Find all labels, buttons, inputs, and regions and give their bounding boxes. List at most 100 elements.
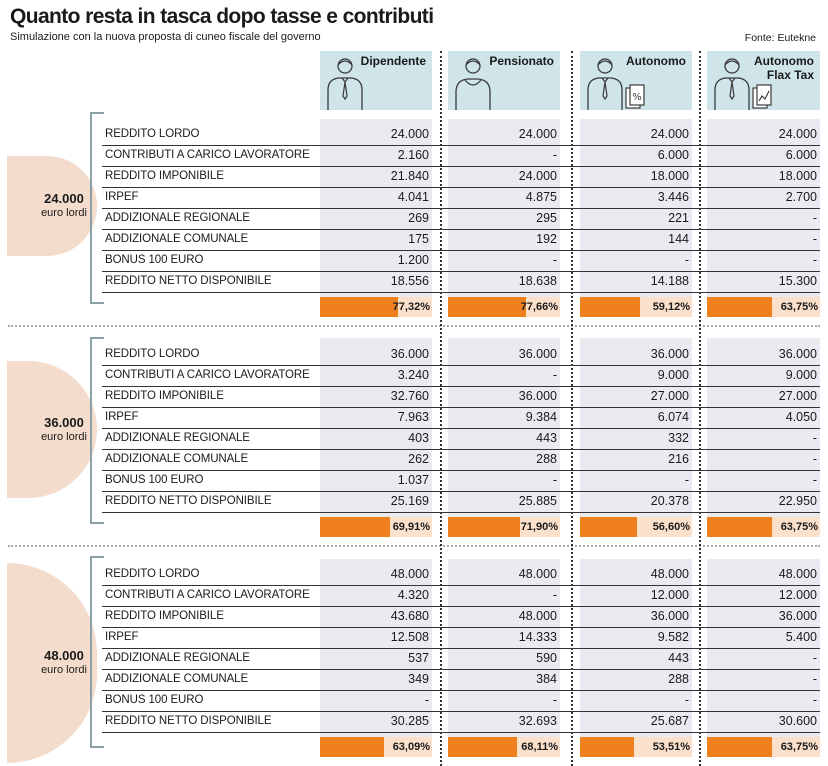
percent-label: 53,51% bbox=[652, 741, 690, 753]
table-cell: 48.000 bbox=[518, 567, 557, 581]
table-cell: 22.950 bbox=[778, 494, 817, 508]
section-separator bbox=[8, 545, 820, 547]
table-cell: 443 bbox=[668, 651, 689, 665]
row-divider bbox=[102, 585, 820, 586]
table-cell: 27.000 bbox=[778, 389, 817, 403]
percent-bar-fill bbox=[320, 737, 384, 757]
row-divider bbox=[102, 648, 820, 649]
section-bracket bbox=[90, 556, 104, 748]
table-cell: 12.000 bbox=[778, 588, 817, 602]
table-cell: 18.000 bbox=[778, 169, 817, 183]
table-cell: 25.687 bbox=[650, 714, 689, 728]
table-cell: - bbox=[684, 693, 689, 707]
table-cell: 9.000 bbox=[657, 368, 689, 382]
table-cell: - bbox=[812, 211, 817, 225]
table-cell: - bbox=[684, 253, 689, 267]
table-cell: 403 bbox=[408, 431, 429, 445]
percent-label: 63,75% bbox=[780, 741, 818, 753]
page-title: Quanto resta in tasca dopo tasse e contr… bbox=[10, 5, 434, 28]
section-separator bbox=[8, 325, 820, 327]
table-cell: 9.384 bbox=[525, 410, 557, 424]
percent-bar-fill bbox=[320, 517, 390, 537]
section-income-label: 48.000 euro lordi bbox=[24, 649, 104, 677]
percent-label: 77,66% bbox=[520, 301, 558, 313]
table-cell: 6.000 bbox=[657, 148, 689, 162]
svg-text:%: % bbox=[632, 92, 642, 103]
table-cell: 590 bbox=[536, 651, 557, 665]
table-cell: 48.000 bbox=[518, 609, 557, 623]
row-label: IRPEF bbox=[105, 411, 139, 423]
row-divider bbox=[102, 145, 820, 146]
table-cell: - bbox=[424, 693, 429, 707]
table-cell: - bbox=[552, 368, 557, 382]
table-cell: 48.000 bbox=[650, 567, 689, 581]
table-cell: 7.963 bbox=[397, 410, 429, 424]
row-label: ADDIZIONALE REGIONALE bbox=[105, 212, 250, 224]
table-cell: 24.000 bbox=[390, 127, 429, 141]
row-divider bbox=[102, 271, 820, 272]
table-cell: 36.000 bbox=[778, 609, 817, 623]
section-amount: 48.000 bbox=[44, 648, 84, 663]
percent-bar-fill bbox=[448, 297, 526, 317]
table-cell: 24.000 bbox=[778, 127, 817, 141]
table-cell: 48.000 bbox=[778, 567, 817, 581]
column-header-label-line: Autonomo bbox=[754, 54, 814, 68]
table-cell: 332 bbox=[668, 431, 689, 445]
section-circle bbox=[7, 156, 97, 256]
percent-label: 63,75% bbox=[780, 301, 818, 313]
table-cell: 12.508 bbox=[390, 630, 429, 644]
table-cell: 144 bbox=[668, 232, 689, 246]
table-cell: 36.000 bbox=[650, 609, 689, 623]
percent-bar-fill bbox=[448, 737, 517, 757]
column-divider bbox=[571, 51, 573, 766]
percent-label: 63,09% bbox=[392, 741, 430, 753]
percent-label: 63,75% bbox=[780, 521, 818, 533]
table-cell: 175 bbox=[408, 232, 429, 246]
section-income-label: 36.000 euro lordi bbox=[24, 414, 104, 444]
column-header-label: Pensionato bbox=[489, 54, 554, 68]
row-divider bbox=[102, 711, 820, 712]
table-cell: - bbox=[552, 253, 557, 267]
column-header: Pensionato bbox=[448, 51, 560, 110]
table-cell: 269 bbox=[408, 211, 429, 225]
percent-bar-fill bbox=[580, 737, 634, 757]
section-income-label: 24.000 euro lordi bbox=[24, 192, 104, 220]
source-note: Fonte: Eutekne bbox=[744, 32, 816, 44]
section-unit: euro lordi bbox=[41, 430, 87, 443]
table-cell: - bbox=[812, 672, 817, 686]
table-cell: 262 bbox=[408, 452, 429, 466]
column-header-label: Dipendente bbox=[361, 54, 426, 68]
table-cell: 295 bbox=[536, 211, 557, 225]
row-label: REDDITO IMPONIBILE bbox=[105, 170, 224, 182]
section-amount: 36.000 bbox=[44, 414, 84, 430]
column-header-label-line: Pensionato bbox=[489, 54, 554, 68]
row-label: ADDIZIONALE REGIONALE bbox=[105, 652, 250, 664]
table-cell: 537 bbox=[408, 651, 429, 665]
table-cell: 12.000 bbox=[650, 588, 689, 602]
table-cell: - bbox=[812, 651, 817, 665]
table-cell: 30.285 bbox=[390, 714, 429, 728]
row-divider bbox=[102, 386, 820, 387]
row-divider bbox=[102, 690, 820, 691]
column-header: Autonomo Flax Tax bbox=[707, 51, 820, 110]
table-cell: 25.885 bbox=[518, 494, 557, 508]
percent-label: 59,12% bbox=[652, 301, 690, 313]
table-cell: - bbox=[812, 452, 817, 466]
row-label: IRPEF bbox=[105, 191, 139, 203]
percent-label: 71,90% bbox=[520, 521, 558, 533]
table-cell: 48.000 bbox=[390, 567, 429, 581]
row-label: REDDITO NETTO DISPONIBILE bbox=[105, 275, 272, 287]
percent-bar-fill bbox=[448, 517, 520, 537]
table-cell: - bbox=[552, 693, 557, 707]
row-label: ADDIZIONALE REGIONALE bbox=[105, 432, 250, 444]
row-divider bbox=[102, 187, 820, 188]
row-label: REDDITO LORDO bbox=[105, 348, 200, 360]
table-cell: 36.000 bbox=[518, 347, 557, 361]
table-cell: 15.300 bbox=[778, 274, 817, 288]
row-divider bbox=[102, 732, 820, 733]
table-cell: 20.378 bbox=[650, 494, 689, 508]
table-cell: - bbox=[812, 693, 817, 707]
table-cell: 4.041 bbox=[397, 190, 429, 204]
table-cell: 36.000 bbox=[518, 389, 557, 403]
table-cell: 43.680 bbox=[390, 609, 429, 623]
